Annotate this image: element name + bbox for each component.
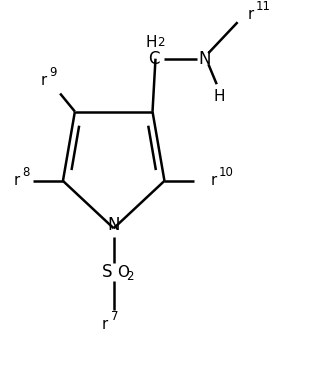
Text: r: r <box>14 173 20 188</box>
Text: 9: 9 <box>49 66 57 79</box>
Text: 2: 2 <box>126 270 134 283</box>
Text: r: r <box>102 317 108 332</box>
Text: 8: 8 <box>22 166 30 179</box>
Text: r: r <box>248 7 254 22</box>
Text: H: H <box>214 89 225 105</box>
Text: O: O <box>117 264 129 280</box>
Text: 2: 2 <box>157 36 164 49</box>
Text: S: S <box>102 263 112 281</box>
Text: 7: 7 <box>110 310 118 323</box>
Text: 10: 10 <box>218 166 233 179</box>
Text: H: H <box>145 35 157 50</box>
Text: 11: 11 <box>255 0 271 13</box>
Text: C: C <box>148 50 160 68</box>
Text: N: N <box>108 216 120 234</box>
Text: r: r <box>211 173 217 188</box>
Text: N: N <box>198 50 211 68</box>
Text: r: r <box>41 73 47 88</box>
